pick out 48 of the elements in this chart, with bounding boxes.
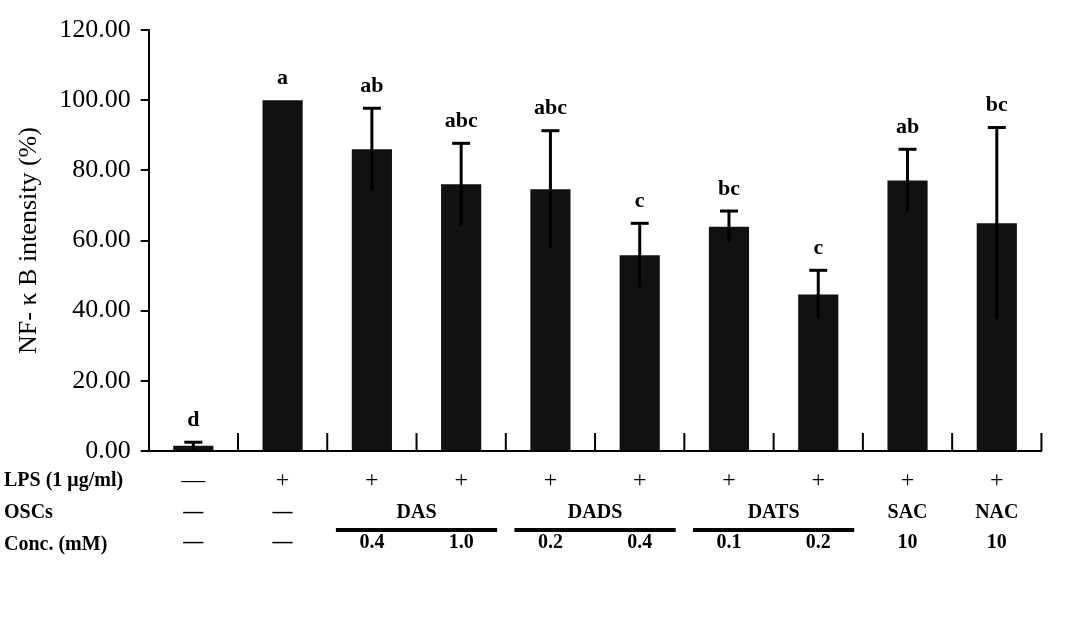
text: Conc. (mM) [4,532,108,556]
text: + [275,466,290,493]
x-tick-label: 10 [897,530,918,553]
y-tick-label: 40.00 [72,294,131,324]
text: LPS (1 μg/ml) [4,468,124,492]
text: + [632,466,647,493]
y-tick-label: 20.00 [72,364,131,394]
y-tick-label: 100.00 [59,83,131,113]
x-tick-label: 0.2 [537,530,563,553]
text: + [454,466,468,493]
annotation: d [187,405,200,431]
y-tick-label: 120.00 [59,13,131,43]
text: + [543,466,558,493]
annotation: ab [895,112,920,138]
text: + [990,466,1004,493]
text: SAC [887,500,928,523]
annotation: ab [360,71,384,97]
text: — [271,500,294,523]
x-tick-label: 0.4 [359,530,385,553]
x-tick-label: — [271,530,294,553]
x-tick-label: 0.1 [716,530,742,553]
annotation: c [634,187,645,212]
annotation: bc [717,174,741,200]
annotation: bc [985,91,1009,117]
y-tick-label: 80.00 [72,154,131,184]
text: + [365,466,379,493]
text: + [811,466,826,493]
x-tick-label: 0.4 [627,530,653,553]
annotation: abc [533,94,568,120]
x-tick-label: 0.2 [805,530,831,553]
text: NAC [975,500,1019,523]
text: DATS [747,500,800,523]
annotation: a [277,63,289,89]
x-tick-label: — [182,530,205,553]
text: DAS [396,500,437,523]
y-tick-label: 0.00 [85,434,131,464]
text: + [900,466,915,493]
text: + [722,466,736,493]
text: — [182,500,205,523]
annotation: c [813,234,824,260]
x-tick-label: 10 [986,530,1007,553]
text: OSCs [4,500,54,523]
y-axis-title: NF- κ B intensity (%) [13,127,43,354]
x-tick-label: 1.0 [448,530,474,553]
y-tick-label: 60.00 [72,224,131,254]
annotation: abc [444,107,478,133]
text: DADS [567,500,623,523]
text: — [180,466,207,493]
